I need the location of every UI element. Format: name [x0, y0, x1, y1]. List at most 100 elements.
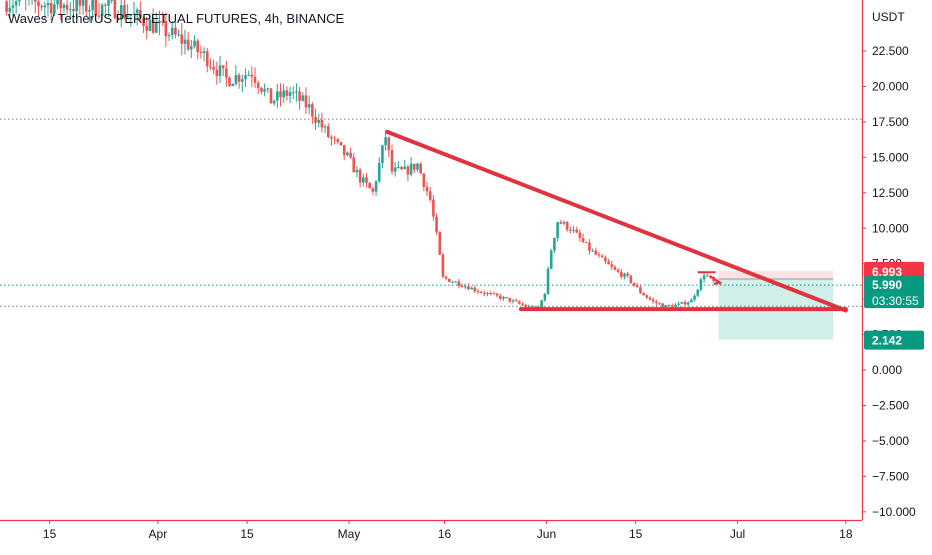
candle-body[interactable]	[683, 302, 687, 305]
candle-body[interactable]	[562, 221, 566, 224]
candle-body[interactable]	[479, 291, 483, 293]
candle-body[interactable]	[540, 300, 543, 309]
candle-body[interactable]	[575, 229, 579, 233]
candle-body[interactable]	[715, 281, 719, 283]
candle-body[interactable]	[607, 261, 610, 265]
candle-body[interactable]	[600, 255, 604, 258]
candle-body[interactable]	[674, 304, 677, 307]
candle-body[interactable]	[346, 152, 349, 156]
candle-body[interactable]	[690, 299, 693, 303]
candle-body[interactable]	[467, 286, 470, 290]
candle-body[interactable]	[330, 136, 333, 139]
candle-body[interactable]	[154, 23, 158, 33]
candle-body[interactable]	[463, 286, 467, 288]
candle-body[interactable]	[37, 1, 40, 7]
candle-body[interactable]	[116, 18, 120, 20]
candle-body[interactable]	[56, 0, 59, 5]
candle-body[interactable]	[167, 35, 171, 37]
candle-body[interactable]	[62, 4, 66, 9]
candle-body[interactable]	[632, 282, 636, 286]
candle-body[interactable]	[591, 250, 594, 252]
candle-body[interactable]	[72, 8, 75, 12]
candle-body[interactable]	[419, 163, 422, 174]
candle-body[interactable]	[190, 46, 193, 50]
candle-body[interactable]	[502, 296, 505, 299]
stop-loss-zone[interactable]	[718, 270, 834, 280]
candle-body[interactable]	[253, 76, 257, 83]
candle-body[interactable]	[667, 305, 671, 307]
candle-body[interactable]	[282, 90, 285, 98]
candle-body[interactable]	[569, 229, 572, 231]
candle-body[interactable]	[677, 303, 680, 305]
candle-body[interactable]	[234, 74, 238, 85]
candle-body[interactable]	[448, 278, 451, 282]
candle-body[interactable]	[460, 285, 464, 287]
candle-body[interactable]	[193, 40, 196, 47]
candle-body[interactable]	[616, 269, 620, 272]
candle-body[interactable]	[135, 9, 139, 14]
candle-body[interactable]	[645, 295, 649, 298]
candle-body[interactable]	[594, 250, 598, 255]
candle-body[interactable]	[314, 116, 317, 123]
candle-body[interactable]	[374, 181, 378, 192]
candle-body[interactable]	[549, 250, 553, 269]
candle-body[interactable]	[432, 199, 435, 217]
candle-body[interactable]	[269, 88, 273, 104]
trendline-drawings[interactable]	[385, 129, 848, 313]
candle-body[interactable]	[244, 75, 247, 80]
candle-body[interactable]	[311, 104, 314, 117]
candle-body[interactable]	[556, 222, 559, 238]
candle-body[interactable]	[94, 0, 98, 16]
candle-body[interactable]	[148, 19, 152, 31]
candle-body[interactable]	[349, 152, 352, 158]
candle-body[interactable]	[46, 2, 50, 6]
candle-body[interactable]	[8, 7, 12, 12]
candle-body[interactable]	[142, 17, 145, 27]
candle-body[interactable]	[371, 188, 375, 192]
candle-body[interactable]	[183, 39, 187, 44]
candle-body[interactable]	[422, 173, 426, 187]
candle-body[interactable]	[390, 150, 394, 172]
candle-body[interactable]	[209, 66, 212, 68]
candle-body[interactable]	[476, 291, 480, 293]
candle-body[interactable]	[69, 8, 72, 10]
candle-body[interactable]	[642, 292, 645, 296]
candle-body[interactable]	[397, 166, 400, 168]
candle-body[interactable]	[661, 303, 665, 307]
candle-body[interactable]	[237, 74, 241, 82]
candle-body[interactable]	[457, 281, 461, 286]
candle-body[interactable]	[78, 0, 82, 6]
candle-body[interactable]	[228, 77, 231, 87]
candle-body[interactable]	[483, 292, 486, 295]
candle-body[interactable]	[180, 34, 184, 44]
candle-body[interactable]	[177, 34, 180, 36]
candle-body[interactable]	[199, 51, 203, 53]
candle-body[interactable]	[559, 222, 563, 224]
candle-body[interactable]	[546, 268, 550, 294]
candle-body[interactable]	[384, 137, 387, 146]
candle-body[interactable]	[123, 5, 126, 17]
candle-body[interactable]	[11, 5, 15, 8]
candle-body[interactable]	[610, 264, 614, 267]
candle-body[interactable]	[613, 266, 617, 270]
candle-body[interactable]	[256, 82, 260, 88]
candle-body[interactable]	[435, 216, 438, 232]
candle-body[interactable]	[521, 303, 524, 305]
candle-body[interactable]	[416, 163, 419, 170]
candle-body[interactable]	[49, 2, 53, 14]
candle-body[interactable]	[498, 295, 502, 299]
candle-body[interactable]	[104, 4, 107, 6]
candle-body[interactable]	[231, 84, 235, 87]
candle-body[interactable]	[578, 232, 582, 238]
candle-body[interactable]	[651, 299, 655, 302]
candle-body[interactable]	[202, 51, 206, 53]
candle-body[interactable]	[225, 68, 228, 78]
candle-body[interactable]	[263, 88, 266, 92]
candle-body[interactable]	[65, 4, 69, 10]
candle-body[interactable]	[412, 163, 416, 170]
candle-body[interactable]	[139, 9, 142, 18]
candle-body[interactable]	[107, 0, 110, 6]
candle-body[interactable]	[581, 237, 585, 242]
candle-body[interactable]	[279, 91, 282, 98]
